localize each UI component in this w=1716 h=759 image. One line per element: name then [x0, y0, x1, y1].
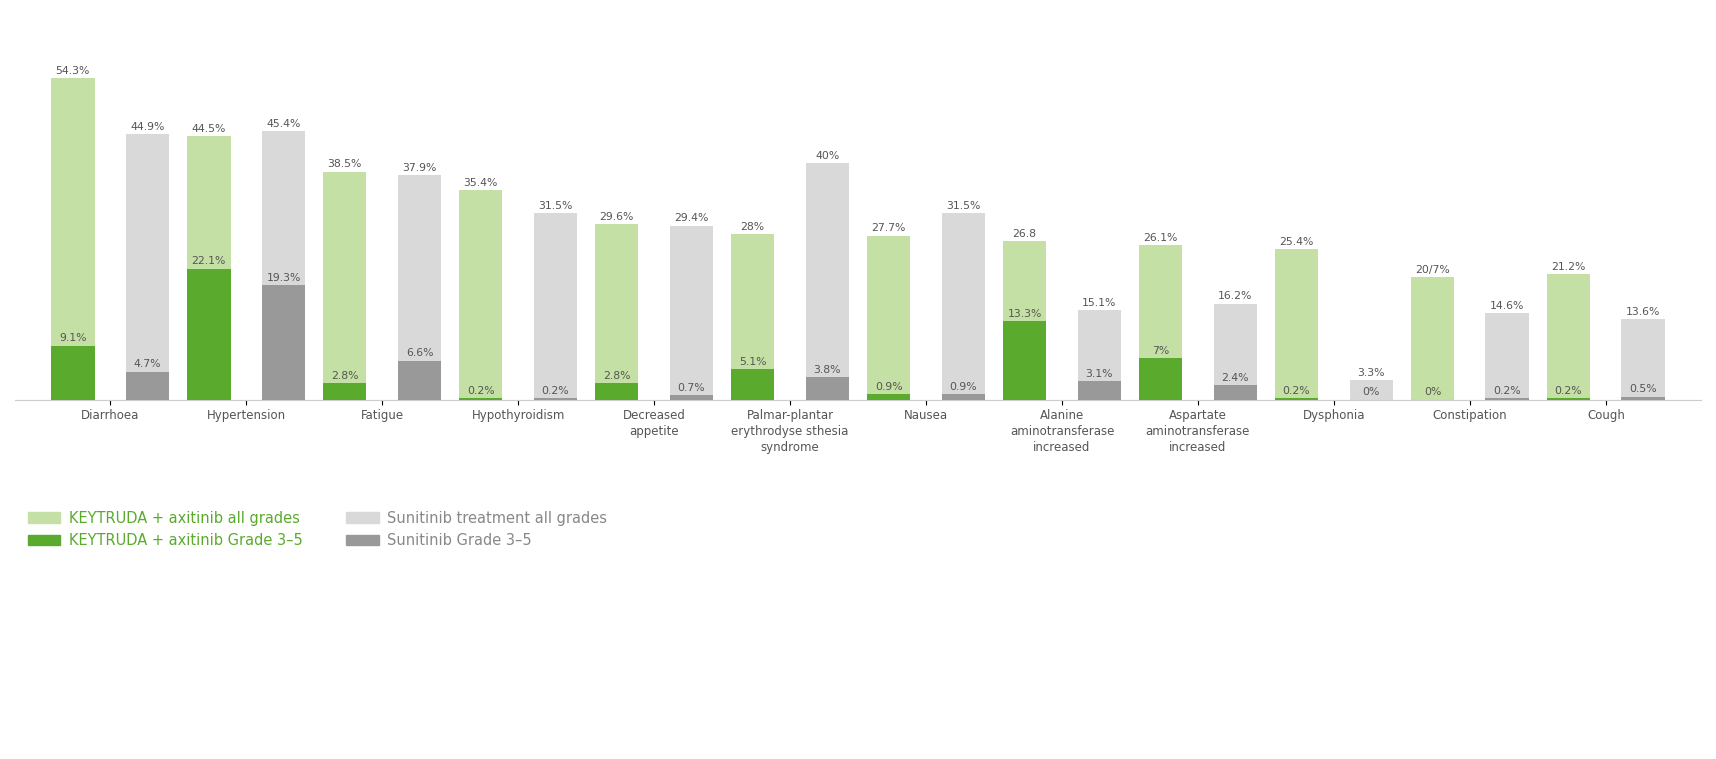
Bar — [398, 361, 441, 399]
Bar — [125, 372, 170, 399]
Text: 29.4%: 29.4% — [674, 213, 709, 223]
Bar — [263, 285, 305, 399]
Bar — [1275, 398, 1318, 399]
Text: 0%: 0% — [1424, 387, 1441, 397]
Text: 3.8%: 3.8% — [813, 365, 841, 375]
Text: 40%: 40% — [815, 150, 839, 161]
Legend: KEYTRUDA + axitinib all grades, KEYTRUDA + axitinib Grade 3–5, Sunitinib treatme: KEYTRUDA + axitinib all grades, KEYTRUDA… — [22, 505, 613, 554]
Text: 3.3%: 3.3% — [1357, 367, 1385, 378]
Text: 0.7%: 0.7% — [678, 383, 705, 393]
Text: 21.2%: 21.2% — [1551, 262, 1586, 272]
Bar — [1213, 386, 1258, 399]
Text: 2.8%: 2.8% — [331, 370, 359, 380]
Text: 20/7%: 20/7% — [1416, 265, 1450, 275]
Text: 54.3%: 54.3% — [55, 66, 89, 76]
Bar — [187, 137, 230, 399]
Text: 13.6%: 13.6% — [1627, 307, 1661, 317]
Text: 19.3%: 19.3% — [266, 273, 300, 283]
Text: 16.2%: 16.2% — [1218, 291, 1253, 301]
Bar — [731, 370, 774, 399]
Text: 29.6%: 29.6% — [599, 212, 633, 222]
Bar — [1002, 321, 1047, 399]
Text: 0.2%: 0.2% — [1493, 386, 1520, 396]
Bar — [942, 213, 985, 399]
Text: 25.4%: 25.4% — [1280, 237, 1314, 247]
Text: 22.1%: 22.1% — [192, 257, 227, 266]
Text: 2.4%: 2.4% — [1222, 373, 1249, 383]
Text: 26.1%: 26.1% — [1143, 233, 1177, 243]
Text: 37.9%: 37.9% — [402, 163, 436, 173]
Text: 4.7%: 4.7% — [134, 360, 161, 370]
Text: 0.2%: 0.2% — [467, 386, 494, 396]
Bar — [458, 190, 503, 399]
Text: 0.9%: 0.9% — [875, 382, 903, 392]
Text: 44.9%: 44.9% — [130, 121, 165, 131]
Bar — [187, 269, 230, 399]
Text: 15.1%: 15.1% — [1083, 298, 1117, 308]
Bar — [669, 225, 714, 399]
Bar — [534, 213, 577, 399]
Bar — [51, 346, 94, 399]
Text: 27.7%: 27.7% — [872, 223, 906, 233]
Bar — [1002, 241, 1047, 399]
Bar — [1622, 319, 1665, 399]
Text: 26.8: 26.8 — [1012, 228, 1036, 238]
Text: 31.5%: 31.5% — [539, 201, 573, 211]
Text: 38.5%: 38.5% — [328, 159, 362, 169]
Text: 2.8%: 2.8% — [602, 370, 630, 380]
Text: 45.4%: 45.4% — [266, 118, 300, 128]
Bar — [1546, 274, 1591, 399]
Text: 6.6%: 6.6% — [405, 348, 432, 358]
Bar — [51, 78, 94, 399]
Text: 9.1%: 9.1% — [58, 333, 86, 343]
Bar — [867, 236, 911, 399]
Text: 13.3%: 13.3% — [1007, 308, 1042, 319]
Bar — [1139, 358, 1182, 399]
Text: 0.5%: 0.5% — [1630, 384, 1658, 394]
Text: 0.9%: 0.9% — [949, 382, 976, 392]
Bar — [1139, 245, 1182, 399]
Text: 3.1%: 3.1% — [1086, 369, 1114, 379]
Bar — [1486, 313, 1529, 399]
Bar — [1411, 277, 1453, 399]
Bar — [125, 134, 170, 399]
Bar — [731, 234, 774, 399]
Text: 0%: 0% — [1363, 387, 1380, 397]
Text: 14.6%: 14.6% — [1489, 301, 1524, 311]
Bar — [942, 394, 985, 399]
Bar — [398, 175, 441, 399]
Bar — [534, 398, 577, 399]
Bar — [1349, 380, 1393, 399]
Bar — [595, 225, 638, 399]
Bar — [323, 172, 367, 399]
Text: 35.4%: 35.4% — [463, 178, 498, 187]
Text: 0.2%: 0.2% — [1555, 386, 1582, 396]
Bar — [323, 383, 367, 399]
Bar — [1546, 398, 1591, 399]
Text: 44.5%: 44.5% — [192, 124, 227, 134]
Text: 5.1%: 5.1% — [740, 357, 767, 367]
Bar — [867, 394, 911, 399]
Text: 0.2%: 0.2% — [1282, 386, 1311, 396]
Text: 7%: 7% — [1151, 346, 1169, 356]
Text: 28%: 28% — [741, 222, 765, 231]
Bar — [595, 383, 638, 399]
Bar — [263, 131, 305, 399]
Text: 31.5%: 31.5% — [946, 201, 980, 211]
Bar — [1486, 398, 1529, 399]
Bar — [805, 163, 849, 399]
Bar — [458, 398, 503, 399]
Bar — [1078, 381, 1121, 399]
Bar — [1275, 249, 1318, 399]
Text: 0.2%: 0.2% — [542, 386, 570, 396]
Bar — [669, 395, 714, 399]
Bar — [1622, 397, 1665, 399]
Bar — [805, 377, 849, 399]
Bar — [1078, 310, 1121, 399]
Bar — [1213, 304, 1258, 399]
